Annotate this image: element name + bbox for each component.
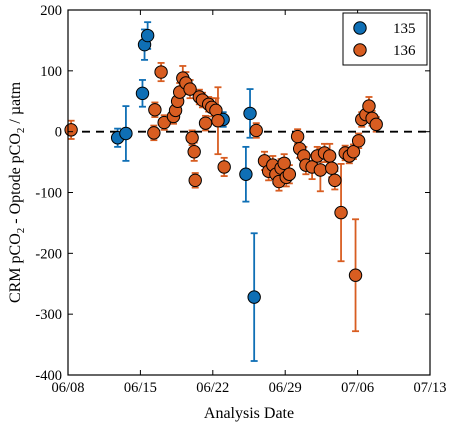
y-axis-label-part-a: CRM pCO xyxy=(7,233,24,303)
data-point-series-136 xyxy=(148,103,162,117)
data-point-series-136 xyxy=(282,167,297,181)
y-axis-label-part-b: - Optode pCO xyxy=(7,133,24,228)
data-point-series-135 xyxy=(119,126,133,141)
y-axis-label-sub-1: 2 xyxy=(15,228,27,234)
y-tick-label: 100 xyxy=(40,64,62,80)
data-point-series-136 xyxy=(346,145,361,159)
y-axis-label-part-c: / µatm xyxy=(7,81,24,127)
data-point-series-135 xyxy=(140,28,155,43)
data-point-series-136 xyxy=(183,82,197,96)
data-point-series-136 xyxy=(217,160,231,174)
data-point-series-135 xyxy=(243,106,257,121)
data-point-series-136 xyxy=(157,115,171,130)
error-bars-layer xyxy=(67,21,380,362)
data-point-series-136 xyxy=(211,114,225,128)
data-point-series-136 xyxy=(188,173,202,188)
data-point-series-136 xyxy=(369,117,383,132)
markers-layer xyxy=(64,28,383,304)
data-point-series-135 xyxy=(239,167,253,181)
data-point-series-136 xyxy=(348,268,363,282)
data-point-series-136 xyxy=(351,134,366,148)
x-tick-label: 07/06 xyxy=(341,380,374,396)
legend-box xyxy=(342,12,428,66)
data-point-series-136 xyxy=(290,129,305,144)
legend: 135 136 xyxy=(342,12,428,66)
data-point-series-136 xyxy=(185,131,199,145)
y-tick-label: -100 xyxy=(35,186,62,202)
data-point-series-136 xyxy=(313,163,328,177)
data-point-series-136 xyxy=(198,116,213,130)
y-tick-label: 0 xyxy=(55,125,62,141)
x-tick-label: 06/15 xyxy=(124,380,157,396)
legend-marker-135 xyxy=(353,21,367,35)
data-point-series-136 xyxy=(64,123,78,137)
y-tick-label: -400 xyxy=(35,368,62,384)
data-point-series-135 xyxy=(247,290,261,304)
data-point-series-135 xyxy=(135,86,150,101)
x-axis-label: Analysis Date xyxy=(204,405,294,422)
data-point-series-136 xyxy=(334,205,348,220)
legend-label-135: 135 xyxy=(393,21,416,37)
data-point-series-136 xyxy=(362,99,376,113)
y-tick-label: -200 xyxy=(35,246,62,262)
legend-label-136: 136 xyxy=(393,43,416,59)
y-axis-label: CRM pCO2 - Optode pCO2 / µatm xyxy=(7,81,27,303)
data-point-series-136 xyxy=(249,123,263,138)
y-tick-label: -300 xyxy=(35,307,62,323)
y-tick-label: 200 xyxy=(40,3,62,19)
data-point-series-136 xyxy=(325,161,339,175)
data-point-series-136 xyxy=(187,145,201,159)
data-point-series-136 xyxy=(322,149,337,163)
data-point-series-136 xyxy=(147,126,161,140)
ticks-layer: 06/08 06/15 06/22 06/29 07/06 07/13 200 100 0 -10… xyxy=(35,3,446,396)
y-axis-label-sub-2: 2 xyxy=(15,128,27,134)
x-tick-label: 06/22 xyxy=(196,380,229,396)
data-point-series-136 xyxy=(277,156,291,171)
legend-marker-136 xyxy=(353,43,367,57)
x-tick-label: 06/08 xyxy=(51,380,84,396)
x-tick-label: 06/29 xyxy=(269,380,302,396)
data-point-series-136 xyxy=(328,173,342,188)
x-tick-label: 07/13 xyxy=(413,380,446,396)
data-point-series-136 xyxy=(154,65,168,79)
